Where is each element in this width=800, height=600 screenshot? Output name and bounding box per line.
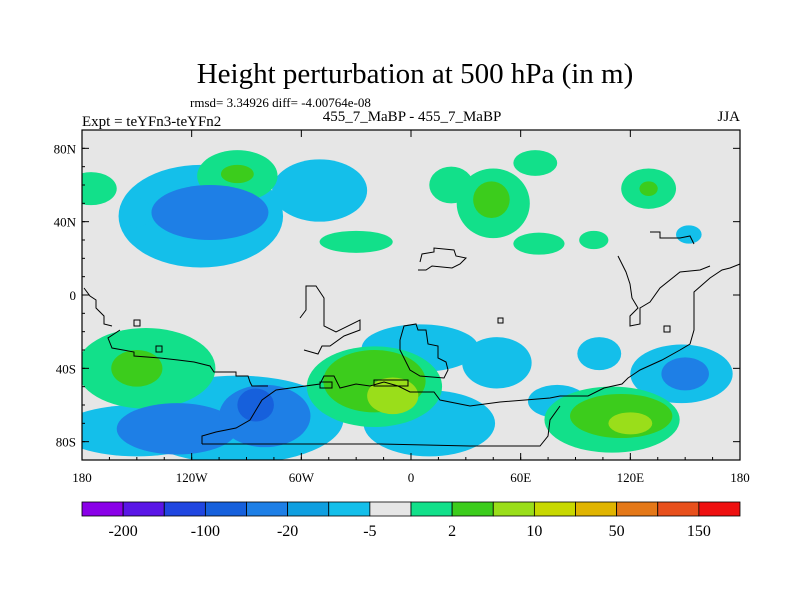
coastline-indo-pacific [617,255,711,327]
island-atlantic-2 [319,381,333,389]
contour-yellow-green-0 [367,377,419,415]
contour-green-3 [513,150,558,176]
contour-light-cyan-1 [272,159,368,222]
colorbar-label: -5 [363,523,376,540]
x-tick-label: 60E [510,470,531,485]
y-tick-label: 80N [54,141,77,156]
contour-mid-green-1 [473,181,510,219]
coastline-north-pacific [650,231,695,245]
field-yellow-green [367,377,653,435]
case-label: 455_7_MaBP - 455_7_MaBP [323,109,502,125]
contour-dark-blue-0 [237,388,274,422]
island-pacific-4 [663,325,671,333]
coastlines [83,231,741,447]
y-axis: 80N 40N 0 40S 80S [54,129,740,461]
colorbar-box-8 [410,501,453,517]
contour-light-cyan-3 [676,225,702,244]
contour-blue-0 [151,185,269,240]
island-pacific-3 [497,317,504,324]
colorbar-label: 10 [526,523,542,540]
x-tick-label: 120W [176,470,209,485]
x-tick-label: 0 [408,470,415,485]
contour-green-5 [82,172,117,206]
experiment-label: Expt = teYFn3-teYFn2 [82,114,221,130]
colorbar-label: 2 [448,523,456,540]
colorbar-box-4 [246,501,289,517]
island-atlantic-1 [373,379,409,387]
contour-yellow-green-1 [608,412,653,435]
colorbar-box-15 [698,501,741,517]
colorbar-box-3 [204,501,247,517]
colorbar-box-14 [657,501,700,517]
coastline-australia [107,329,268,387]
contour-green-7 [513,232,565,255]
colorbar-box-2 [163,501,206,517]
contour-blue-1 [116,403,238,455]
colorbar-box-1 [122,501,165,517]
colorbar-box-9 [451,501,494,517]
x-tick-label: 180 [72,470,92,485]
contour-blue-3 [661,357,709,391]
coastline-mid-east [418,247,468,271]
coastline-antarctica-base [202,405,561,447]
colorbar-box-11 [533,501,576,517]
coastline-new-guinea [83,287,113,327]
coastline-africa [399,323,449,379]
colorbar: -200 -100 -20 -5 2 10 50 150 [81,501,741,540]
contour-fields [82,150,733,460]
y-tick-label: 40N [54,215,77,230]
colorbar-label: -200 [108,523,137,540]
y-tick-label: 40S [56,361,76,376]
colorbar-box-6 [328,501,371,517]
y-tick-label: 80S [56,435,76,450]
contour-mid-green-3 [111,350,163,387]
colorbar-box-7 [369,501,412,517]
y-tick-label: 0 [70,288,77,303]
contour-green-2 [429,166,474,204]
field-dark-blue [237,388,274,422]
chart-title: Height perturbation at 500 hPa (in m) [197,58,634,90]
contour-light-cyan-2 [122,197,152,228]
contour-light-cyan-8 [577,337,622,371]
x-tick-label: 180 [730,470,750,485]
colorbar-label: 50 [609,523,625,540]
field-blue [116,185,709,455]
colorbar-label: 150 [687,523,711,540]
colorbar-box-10 [492,501,535,517]
contour-light-cyan-7 [462,337,532,389]
x-tick-label: 60W [289,470,315,485]
coastline-south-america [299,285,361,355]
colorbar-box-12 [575,501,618,517]
colorbar-box-13 [616,501,659,517]
map-plot-area: 180 120W 60W 0 60E 120E 180 80N 40N 0 40S 80S [54,129,750,485]
x-tick-label: 120E [617,470,645,485]
contour-green-6 [319,230,393,253]
stats-label: rmsd= 3.34926 diff= -4.00764e-08 [190,95,371,110]
colorbar-label: -20 [277,523,298,540]
contour-green-11 [579,230,609,250]
season-label: JJA [717,109,740,125]
island-pacific-1 [133,319,141,327]
colorbar-label: -100 [191,523,220,540]
contour-mid-green-2 [639,181,658,197]
island-pacific-2 [155,345,163,353]
x-axis: 180 120W 60W 0 60E 120E 180 [72,130,750,485]
coastline-antarctica [201,263,741,444]
contour-mid-green-0 [220,164,254,184]
colorbar-box-5 [287,501,330,517]
colorbar-box-0 [81,501,124,517]
